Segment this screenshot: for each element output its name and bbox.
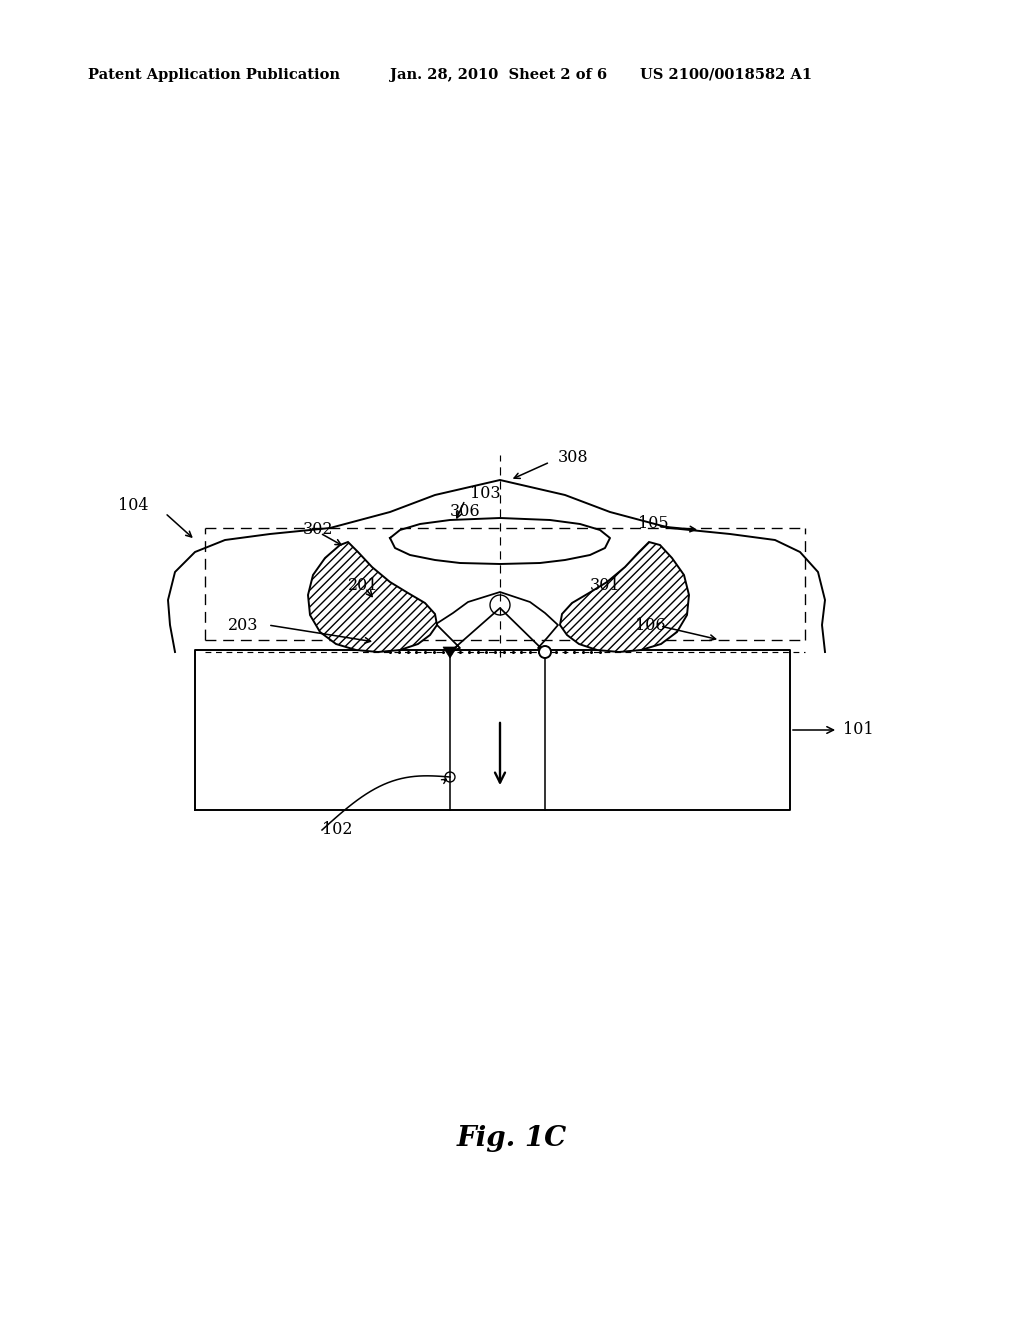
Text: 101: 101 [843, 722, 873, 738]
Text: Jan. 28, 2010  Sheet 2 of 6: Jan. 28, 2010 Sheet 2 of 6 [390, 69, 607, 82]
Text: 105: 105 [638, 516, 669, 532]
Polygon shape [443, 647, 457, 657]
Text: 103: 103 [470, 486, 501, 503]
Text: 301: 301 [590, 577, 621, 594]
Text: 302: 302 [303, 521, 334, 539]
Text: 104: 104 [118, 496, 148, 513]
Text: US 2100/0018582 A1: US 2100/0018582 A1 [640, 69, 812, 82]
Text: 102: 102 [322, 821, 352, 838]
Text: 308: 308 [558, 450, 589, 466]
Polygon shape [308, 543, 437, 652]
Text: 203: 203 [228, 616, 258, 634]
Text: Patent Application Publication: Patent Application Publication [88, 69, 340, 82]
Polygon shape [560, 543, 689, 652]
Text: 106: 106 [635, 616, 666, 634]
Text: 306: 306 [450, 503, 480, 520]
Text: 201: 201 [348, 577, 379, 594]
Text: Fig. 1C: Fig. 1C [457, 1125, 567, 1151]
Circle shape [539, 645, 551, 657]
